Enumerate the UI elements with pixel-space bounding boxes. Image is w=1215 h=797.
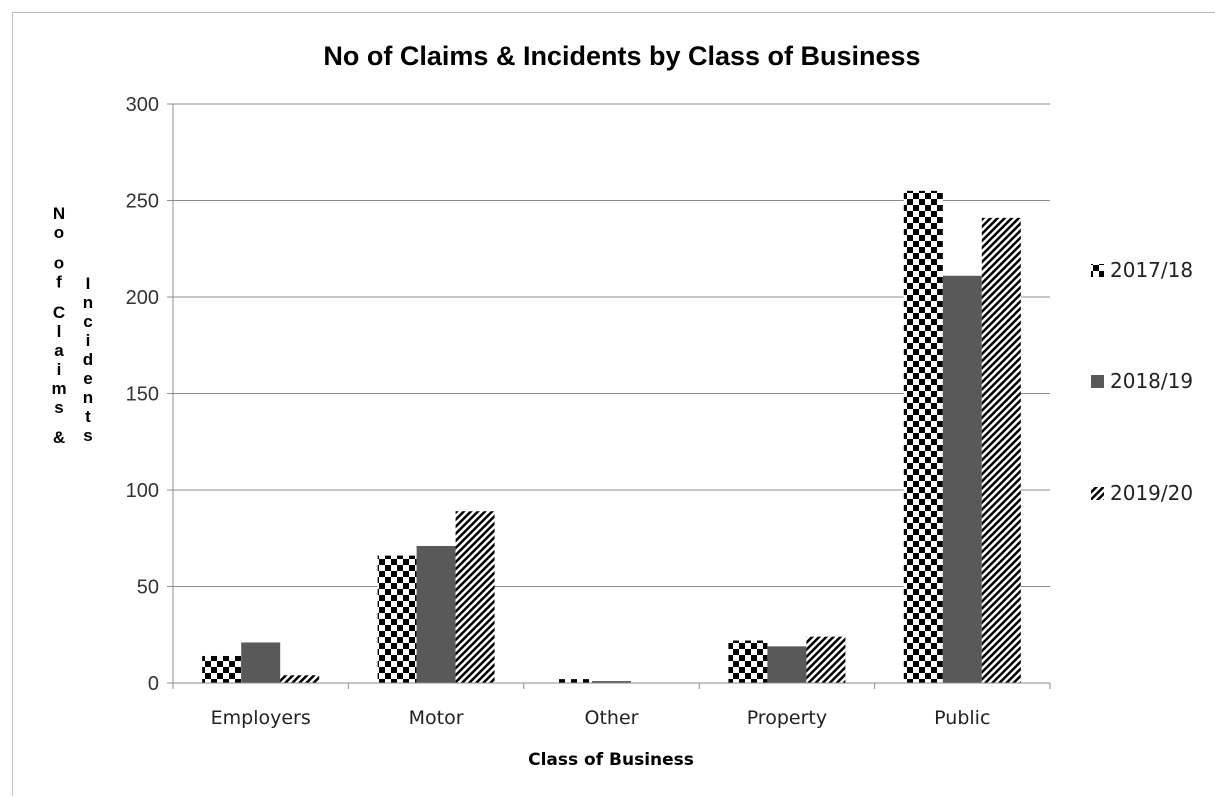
y-axis-label-char: f: [56, 272, 62, 291]
legend-label: 2018/19: [1110, 369, 1193, 393]
y-axis-label-char: N: [53, 204, 65, 223]
bar-motor-2018-19: [416, 545, 456, 683]
bar-public-2018-19: [942, 275, 982, 683]
y-axis-label-char: a: [54, 341, 64, 360]
legend: 2017/18 2018/19 2019/20: [1091, 258, 1193, 505]
x-category-label: Public: [934, 707, 990, 729]
y-axis-label-char: C: [53, 303, 65, 322]
bar-property-2019-20: [806, 636, 846, 683]
y-tick-label: 300: [126, 94, 159, 116]
y-axis-label-char: n: [83, 293, 93, 312]
y-tick-label: 200: [126, 287, 159, 309]
y-axis-label-char: o: [54, 223, 64, 242]
y-axis-label-char: d: [83, 350, 93, 369]
bar-employers-2017-18: [202, 655, 242, 683]
y-tick-label: 150: [126, 384, 159, 406]
y-axis-label-char: c: [83, 312, 92, 331]
bar-public-2019-20: [981, 217, 1021, 683]
bar-public-2017-18: [903, 190, 943, 683]
legend-swatch-2018-19: [1091, 375, 1104, 388]
x-category-label: Employers: [211, 707, 311, 729]
legend-label: 2019/20: [1110, 481, 1193, 505]
bar-employers-2019-20: [280, 675, 320, 683]
y-tick-label: 100: [126, 480, 159, 502]
y-axis-label-char: i: [57, 360, 62, 379]
y-axis-label-char: e: [83, 369, 92, 388]
bar-property-2018-19: [767, 646, 807, 683]
legend-swatch-2019-20: [1091, 487, 1104, 500]
y-tick-label: 0: [148, 673, 159, 695]
chart-title: No of Claims & Incidents by Class of Bus…: [323, 41, 920, 71]
bar-other-2017-18: [553, 679, 592, 683]
y-tick-label: 50: [137, 577, 159, 599]
y-axis-label-char: o: [54, 253, 64, 272]
y-axis-ticks: 0 50 100 150 200 250 300: [126, 94, 173, 695]
y-tick-label: 250: [126, 191, 159, 213]
y-axis-label-char: s: [54, 398, 63, 417]
x-category-label: Motor: [409, 707, 464, 729]
y-axis-label-char: i: [86, 331, 91, 350]
legend-swatch-2017-18: [1091, 264, 1104, 277]
y-axis-label-char: m: [51, 379, 66, 398]
bar-motor-2017-18: [377, 555, 417, 683]
y-axis-label-char: t: [85, 407, 91, 426]
bar-property-2017-18: [728, 640, 768, 683]
bar-motor-2019-20: [455, 511, 495, 683]
chart-frame: No of Claims & Incidents by Class of Bus…: [12, 12, 1215, 796]
bar-other-2018-19: [592, 681, 631, 683]
x-axis-categories: Employers Motor Other Property Public: [172, 683, 1051, 729]
x-category-label: Property: [747, 707, 827, 729]
bars: [202, 190, 1021, 683]
x-axis-label: Class of Business: [528, 750, 694, 770]
bar-employers-2018-19: [241, 642, 281, 683]
y-axis-label-char: l: [57, 322, 62, 341]
y-axis-label-char: n: [83, 388, 93, 407]
y-axis-label-char: s: [83, 426, 92, 445]
axes: [172, 104, 1050, 684]
legend-label: 2017/18: [1110, 258, 1193, 282]
y-axis-label-char: &: [53, 428, 65, 447]
bar-chart: No of Claims & Incidents by Class of Bus…: [51, 41, 1193, 770]
y-axis-label-char: I: [86, 274, 91, 293]
x-category-label: Other: [585, 707, 639, 729]
